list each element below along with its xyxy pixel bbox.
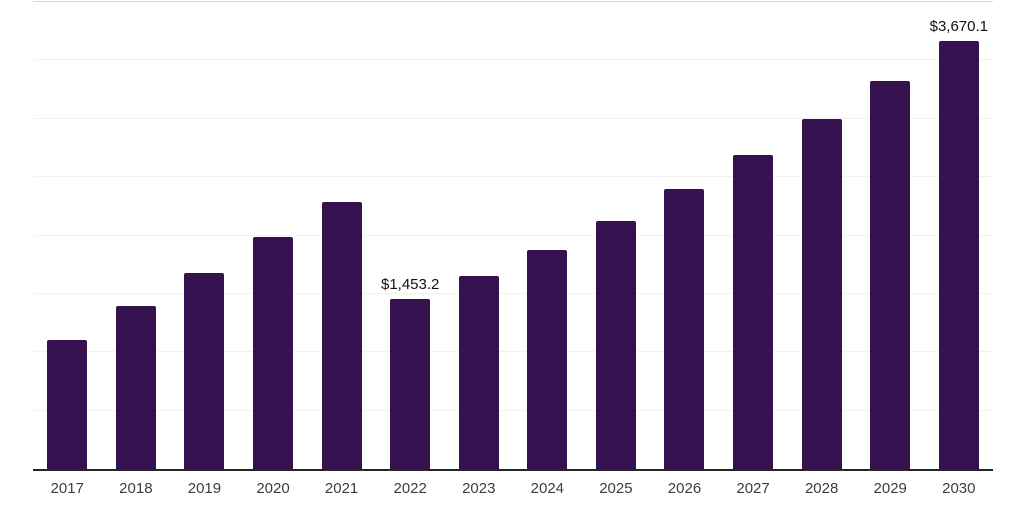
bar-2030 — [938, 40, 979, 469]
x-axis-line — [33, 469, 993, 471]
gridline-3500 — [33, 59, 993, 61]
bar-slot-2019 — [170, 2, 239, 469]
x-tick-2029: 2029 — [873, 480, 907, 497]
bar-2028 — [801, 118, 842, 469]
bar-2027 — [733, 154, 774, 469]
x-tick-2020: 2020 — [256, 480, 290, 497]
bar-2020 — [253, 237, 294, 469]
bar-2024 — [527, 249, 568, 469]
bar-2025 — [595, 221, 636, 469]
bar-2021 — [321, 202, 362, 469]
x-tick-2018: 2018 — [119, 480, 153, 497]
x-axis-labels: 2017 2018 2019 2020 2021 2022 2023 2024 2025 2026… — [33, 481, 993, 496]
bar-2023 — [458, 276, 499, 469]
bar-2018 — [115, 306, 156, 469]
bar-slot-2030: $3,670.1 — [925, 2, 994, 469]
bar-slot-2026 — [650, 2, 719, 469]
bar-slot-2025 — [582, 2, 651, 469]
x-tick-2019: 2019 — [187, 480, 222, 497]
bar-slot-2029 — [856, 2, 925, 469]
x-tick-2021: 2021 — [324, 480, 359, 497]
bar-value-label-2022: $1,453.2 — [380, 276, 440, 294]
bar-slot-2028 — [787, 2, 856, 469]
bar-slot-2027 — [719, 2, 788, 469]
gridline-1000 — [33, 351, 993, 353]
bar-slot-2021 — [307, 2, 376, 469]
bar-value-label-2030: $3,670.1 — [929, 17, 988, 35]
bar-slot-2024 — [513, 2, 582, 469]
bar-2017 — [47, 339, 88, 469]
x-tick-2028: 2028 — [804, 480, 839, 497]
x-tick-2030: 2030 — [942, 480, 976, 497]
bar-slot-2023 — [444, 2, 513, 469]
gridline-3000 — [33, 117, 993, 119]
bar-slot-2022: $1,453.2 — [376, 2, 445, 469]
bar-slot-2018 — [102, 2, 171, 469]
gridline-1500 — [33, 292, 993, 294]
x-tick-2026: 2026 — [667, 480, 702, 497]
gridline-500 — [33, 409, 993, 411]
x-tick-2022: 2022 — [393, 480, 427, 497]
gridline-2000 — [33, 234, 993, 236]
x-tick-2024: 2024 — [530, 480, 565, 497]
gridline-2500 — [33, 176, 993, 178]
bar-2029 — [870, 81, 911, 469]
x-tick-2017: 2017 — [50, 480, 84, 497]
bar-2026 — [664, 189, 705, 469]
x-tick-2027: 2027 — [736, 480, 770, 497]
bar-slot-2017 — [33, 2, 102, 469]
bars-row: $1,453.2 $3,670.1 — [33, 2, 993, 469]
plot-area: $1,453.2 $3,670.1 — [33, 1, 993, 471]
bar-slot-2020 — [239, 2, 308, 469]
bar-2019 — [184, 272, 225, 469]
x-tick-2023: 2023 — [462, 480, 496, 497]
gridline-4000 — [33, 1, 993, 2]
x-tick-2025: 2025 — [599, 480, 633, 497]
bar-2022 — [390, 299, 431, 469]
